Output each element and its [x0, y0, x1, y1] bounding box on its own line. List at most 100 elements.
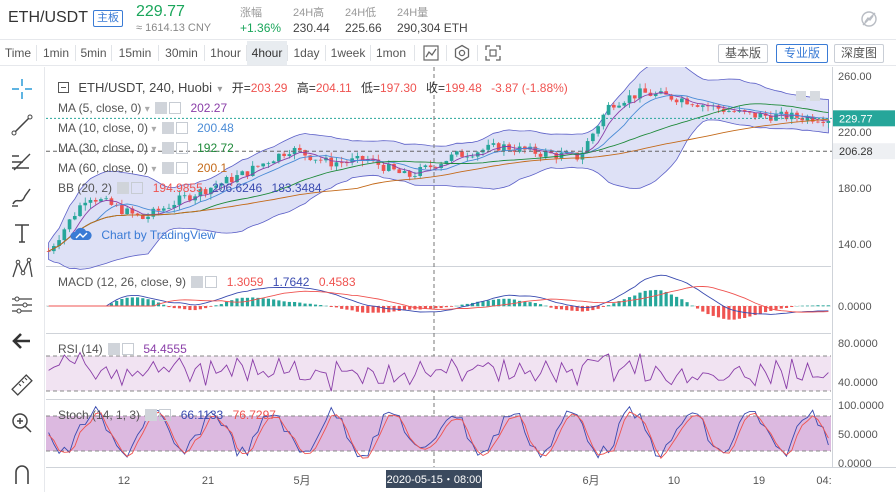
- low-value: 225.66: [345, 21, 382, 35]
- candle-body: [564, 152, 569, 154]
- settings-icon[interactable]: [161, 142, 174, 154]
- macd-histogram-bar: [293, 302, 297, 307]
- candle-body: [413, 175, 417, 177]
- candle-body: [727, 110, 731, 112]
- settings-icon[interactable]: [161, 122, 174, 134]
- divider: [287, 45, 288, 61]
- settings-icon[interactable]: [145, 409, 158, 421]
- tf-time[interactable]: Time: [4, 46, 32, 60]
- view-pro-button[interactable]: 专业版: [776, 44, 828, 63]
- brush-icon[interactable]: [9, 184, 35, 210]
- candle-body: [611, 104, 616, 108]
- candle-body: [182, 195, 187, 197]
- macd-histogram-bar: [565, 306, 569, 311]
- trading-chart[interactable]: 260.00 220.00 180.00 140.00 229.77 206.28 0.00…: [46, 58, 896, 492]
- settings-icon[interactable]: [108, 343, 121, 355]
- symbol-menu-icon[interactable]: ▾: [217, 84, 223, 95]
- macd-histogram-bar: [115, 300, 119, 307]
- pattern-icon[interactable]: [9, 256, 35, 282]
- macd-histogram-bar: [402, 306, 407, 311]
- tf-1min[interactable]: 1min: [42, 46, 69, 60]
- hide-image-icon[interactable]: [860, 10, 878, 28]
- macd-histogram-bar: [188, 306, 192, 311]
- time-tick-label: 6月: [582, 475, 599, 487]
- tradingview-watermark[interactable]: Chart by TradingView: [70, 227, 216, 242]
- ruler-icon[interactable]: [9, 372, 35, 398]
- macd-histogram-bar: [544, 305, 548, 307]
- macd-histogram-bar: [743, 306, 747, 319]
- rsi-legend: RSI (14) 54.4555: [58, 342, 187, 356]
- macd-histogram-bar: [282, 301, 286, 307]
- close-icon[interactable]: [175, 122, 188, 134]
- tf-30min[interactable]: 30min: [165, 46, 198, 60]
- menu-icon[interactable]: ▾: [151, 144, 157, 155]
- text-icon[interactable]: [9, 220, 35, 246]
- magnet-icon[interactable]: [9, 460, 35, 486]
- settings-icon[interactable]: [453, 44, 471, 62]
- last-price-tag: [833, 110, 895, 127]
- trendline-icon[interactable]: [9, 112, 35, 138]
- menu-icon[interactable]: ▾: [151, 124, 157, 135]
- measure-icon[interactable]: [9, 292, 35, 318]
- chart-canvas[interactable]: 260.00 220.00 180.00 140.00 229.77 206.28 0.00…: [46, 58, 896, 492]
- tf-1day[interactable]: 1day: [293, 46, 320, 60]
- tf-4hour[interactable]: 4hour: [247, 41, 287, 65]
- candle-body: [784, 111, 789, 120]
- candle-body: [282, 153, 286, 156]
- macd-histogram-bar: [764, 306, 768, 313]
- back-arrow-icon[interactable]: [9, 328, 35, 354]
- macd-histogram-bar: [272, 299, 276, 307]
- pair-name[interactable]: ETH/USDT: [8, 9, 88, 26]
- tf-5min[interactable]: 5min: [80, 46, 107, 60]
- macd-histogram-bar: [774, 306, 778, 310]
- close-icon[interactable]: [169, 102, 182, 114]
- zoom-icon[interactable]: [9, 410, 35, 436]
- rsi-band: [46, 356, 831, 391]
- candle-body: [392, 164, 396, 170]
- fib-icon[interactable]: [9, 148, 35, 174]
- view-depth-button[interactable]: 深度图: [834, 44, 884, 63]
- collapse-icon[interactable]: [58, 82, 69, 93]
- tf-15min[interactable]: 15min: [118, 46, 152, 60]
- close-icon[interactable]: [159, 409, 172, 421]
- chart-type-icon[interactable]: [422, 44, 440, 62]
- settings-icon[interactable]: [161, 162, 174, 174]
- macd-histogram-bar: [617, 301, 621, 307]
- tf-1mon[interactable]: 1mon: [375, 46, 407, 60]
- close-icon[interactable]: [175, 142, 188, 154]
- macd-histogram-bar: [350, 306, 354, 311]
- close-icon[interactable]: [131, 182, 144, 194]
- menu-icon[interactable]: ▾: [144, 104, 150, 115]
- rsi-label: RSI (14): [58, 342, 103, 356]
- close-icon[interactable]: [205, 276, 218, 288]
- ma-label: MA (10, close, 0): [58, 121, 149, 135]
- candle-body: [800, 117, 805, 121]
- close-icon[interactable]: [122, 343, 135, 355]
- macd-histogram-bar: [209, 306, 213, 307]
- settings-icon[interactable]: [191, 276, 204, 288]
- tf-1hour[interactable]: 1hour: [210, 46, 241, 60]
- macd-histogram-bar: [261, 298, 265, 307]
- settings-icon[interactable]: [117, 182, 130, 194]
- candle-body: [638, 88, 642, 99]
- macd-histogram-bar: [685, 302, 689, 307]
- macd-histogram-bar: [627, 297, 632, 307]
- divider: [414, 45, 415, 61]
- candle-body: [57, 240, 61, 246]
- time-tick-label: 21: [202, 475, 214, 487]
- macd-label: MACD (12, 26, close, 9): [58, 275, 187, 289]
- close-icon[interactable]: [175, 162, 188, 174]
- ma-legend: MA (30, close, 0) ▾ 192.72: [58, 141, 234, 155]
- settings-icon[interactable]: [155, 102, 168, 114]
- macd-histogram-bar: [324, 305, 328, 307]
- view-basic-button[interactable]: 基本版: [718, 44, 768, 63]
- candle-body: [601, 114, 606, 127]
- macd-histogram-bar: [643, 290, 647, 307]
- stoch-k-line: [48, 405, 829, 459]
- crosshair-icon[interactable]: [9, 76, 35, 102]
- tf-1week[interactable]: 1week: [330, 46, 366, 60]
- candle-body: [140, 215, 145, 219]
- fullscreen-icon[interactable]: [484, 44, 502, 62]
- stoch-tick-label: 0.0000: [838, 458, 872, 470]
- menu-icon[interactable]: ▾: [151, 164, 157, 175]
